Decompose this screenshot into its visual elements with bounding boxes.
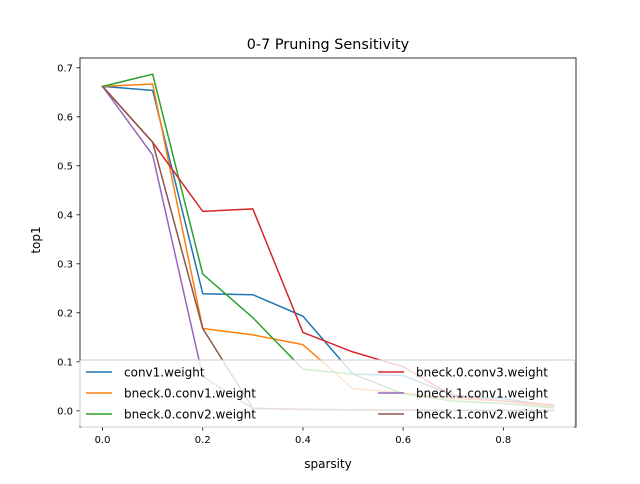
legend: conv1.weight bneck.0.conv1.weight bneck.0.…	[79, 359, 576, 428]
y-tick-label: 0.5	[57, 161, 73, 172]
chart-title: 0-7 Pruning Sensitivity	[247, 37, 410, 53]
y-tick-label: 0.3	[57, 259, 73, 270]
y-axis-label: top1	[29, 226, 43, 253]
legend-label-4: bneck.1.conv1.weight	[416, 387, 548, 401]
legend-box	[79, 359, 576, 428]
legend-label-1: bneck.0.conv1.weight	[124, 387, 256, 401]
x-axis-label: sparsity	[304, 457, 352, 471]
x-tick-label: 0.0	[95, 435, 111, 446]
x-tick-label: 0.4	[295, 435, 311, 446]
y-tick-label: 0.1	[57, 357, 73, 368]
x-tick-label: 0.2	[195, 435, 211, 446]
legend-label-0: conv1.weight	[124, 366, 205, 380]
legend-label-3: bneck.0.conv3.weight	[416, 366, 548, 380]
y-tick-label: 0.2	[57, 308, 73, 319]
y-tick-label: 0.7	[57, 63, 73, 74]
x-tick-label: 0.8	[495, 435, 511, 446]
legend-label-5: bneck.1.conv2.weight	[416, 408, 548, 422]
y-tick-label: 0.4	[57, 210, 73, 221]
x-tick-label: 0.6	[395, 435, 411, 446]
y-tick-label: 0.0	[57, 406, 73, 417]
legend-label-2: bneck.0.conv2.weight	[124, 408, 256, 422]
y-tick-label: 0.6	[57, 112, 73, 123]
